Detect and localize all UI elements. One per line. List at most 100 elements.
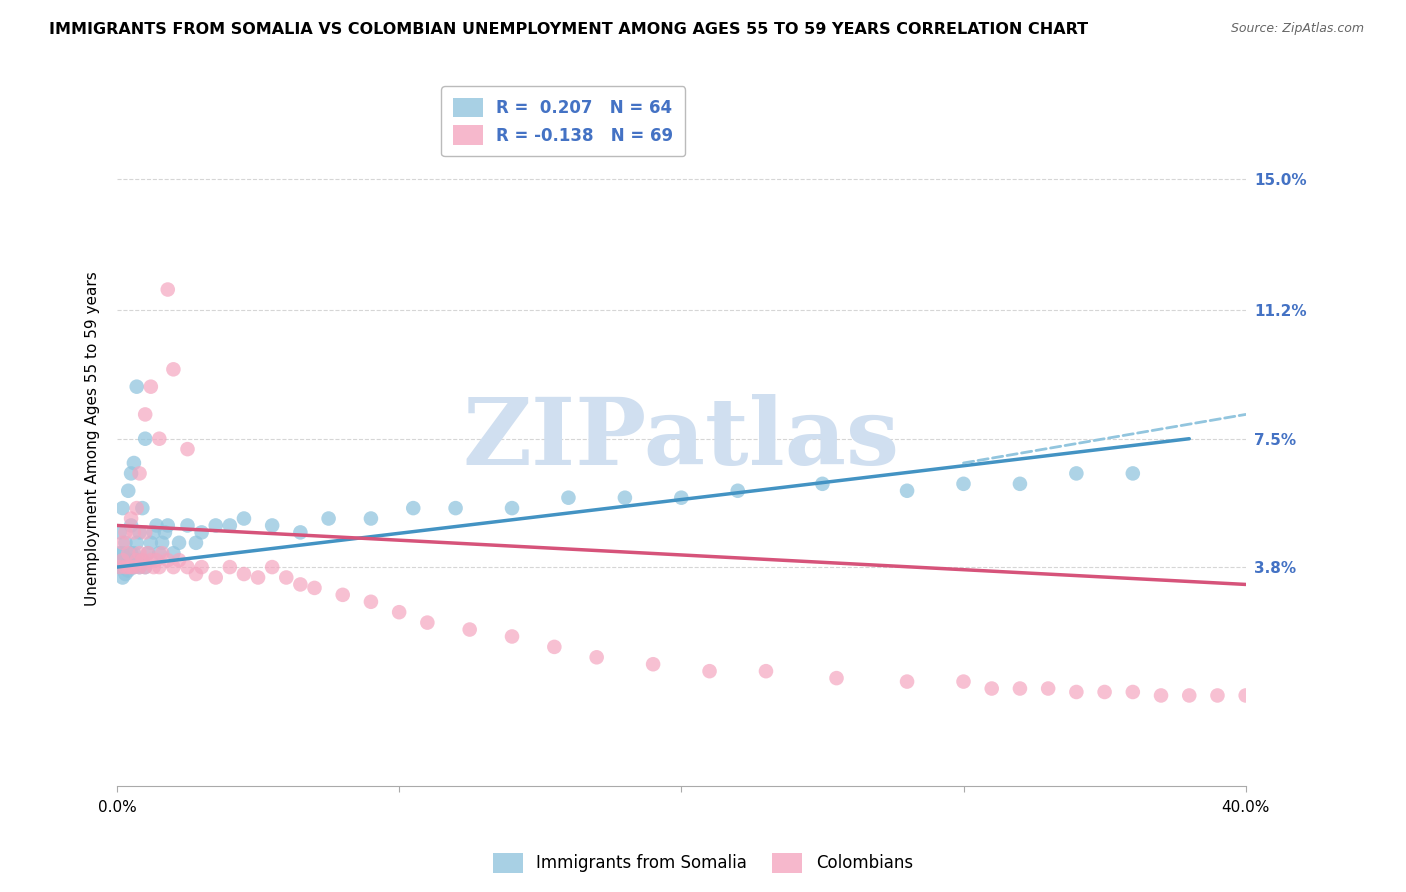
Point (150, 546, 173, 560)
Point (148, 560, 170, 574)
Point (204, 518, 226, 533)
Point (134, 560, 156, 574)
Point (134, 525, 156, 540)
Point (122, 456, 145, 470)
Point (156, 553, 179, 567)
Point (262, 560, 284, 574)
Point (896, 674, 918, 689)
Point (167, 553, 190, 567)
Point (150, 536, 173, 550)
Point (128, 525, 150, 540)
Point (134, 432, 156, 446)
Point (134, 408, 156, 422)
Point (128, 467, 150, 481)
Point (162, 546, 184, 560)
Point (145, 553, 167, 567)
Point (162, 362, 184, 376)
Point (501, 630, 523, 644)
Point (131, 553, 153, 567)
Point (290, 525, 312, 540)
Point (125, 501, 148, 516)
Point (156, 518, 179, 533)
Point (1066, 685, 1088, 699)
Point (1036, 681, 1059, 696)
Point (117, 560, 139, 574)
Point (125, 553, 148, 567)
Text: ZIPatlas: ZIPatlas (463, 393, 900, 483)
Point (1150, 689, 1173, 703)
Point (120, 546, 142, 560)
Point (952, 476, 974, 491)
Point (148, 432, 170, 446)
Text: IMMIGRANTS FROM SOMALIA VS COLOMBIAN UNEMPLOYMENT AMONG AGES 55 TO 59 YEARS CORR: IMMIGRANTS FROM SOMALIA VS COLOMBIAN UNE… (49, 22, 1088, 37)
Point (111, 546, 134, 560)
Point (120, 560, 142, 574)
Point (896, 483, 918, 498)
Point (184, 567, 207, 582)
Point (120, 511, 142, 525)
Point (125, 553, 148, 567)
Point (1066, 467, 1088, 481)
Point (416, 615, 439, 630)
Point (671, 491, 693, 505)
Point (117, 564, 139, 578)
Point (139, 379, 162, 393)
Point (156, 283, 179, 297)
Point (1094, 685, 1116, 699)
Point (176, 442, 198, 457)
Point (218, 518, 240, 533)
Point (1008, 476, 1031, 491)
Point (122, 525, 145, 540)
Point (162, 560, 184, 574)
Point (388, 605, 411, 619)
Point (557, 491, 579, 505)
Point (120, 467, 142, 481)
Point (122, 546, 145, 560)
Point (184, 536, 207, 550)
Point (108, 560, 131, 574)
Point (1122, 685, 1144, 699)
Legend: Immigrants from Somalia, Colombians: Immigrants from Somalia, Colombians (486, 847, 920, 880)
Point (176, 518, 198, 533)
Point (125, 379, 148, 393)
Point (825, 671, 848, 685)
Point (176, 560, 198, 574)
Point (122, 560, 145, 574)
Point (1234, 689, 1257, 703)
Point (120, 560, 142, 574)
Point (148, 546, 170, 560)
Point (120, 518, 142, 533)
Point (247, 570, 270, 584)
Point (811, 476, 834, 491)
Point (108, 525, 131, 540)
Point (131, 501, 153, 516)
Point (117, 483, 139, 498)
Point (613, 491, 636, 505)
Point (111, 553, 134, 567)
Point (233, 567, 256, 582)
Point (1122, 467, 1144, 481)
Point (304, 581, 326, 595)
Point (755, 664, 778, 678)
Point (111, 536, 134, 550)
Point (699, 664, 721, 678)
Point (167, 536, 190, 550)
Point (122, 560, 145, 574)
Point (128, 560, 150, 574)
Point (111, 553, 134, 567)
Point (114, 560, 136, 574)
Point (501, 501, 523, 516)
Legend: R =  0.207   N = 64, R = -0.138   N = 69: R = 0.207 N = 64, R = -0.138 N = 69 (441, 87, 685, 156)
Point (360, 511, 382, 525)
Point (108, 560, 131, 574)
Point (125, 536, 148, 550)
Point (190, 525, 212, 540)
Point (360, 595, 382, 609)
Point (111, 570, 134, 584)
Point (117, 546, 139, 560)
Point (136, 546, 159, 560)
Point (1178, 689, 1201, 703)
Point (204, 570, 226, 584)
Point (318, 511, 340, 525)
Y-axis label: Unemployment Among Ages 55 to 59 years: Unemployment Among Ages 55 to 59 years (86, 271, 100, 606)
